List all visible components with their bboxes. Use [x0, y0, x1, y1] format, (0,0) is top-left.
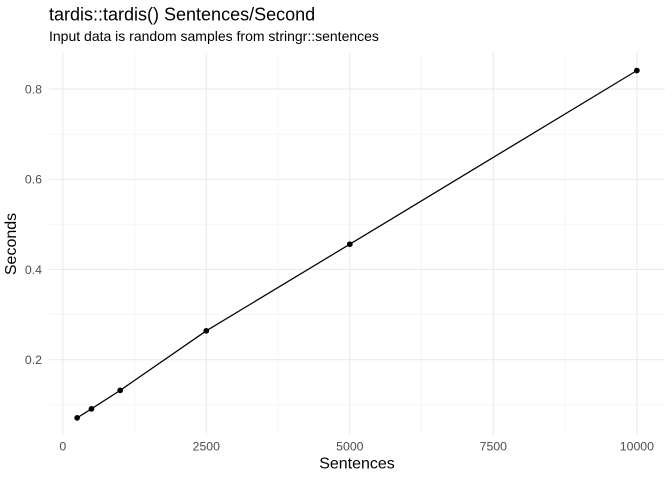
chart-title: tardis::tardis() Sentences/Second — [49, 5, 315, 25]
y-tick-label: 0.4 — [25, 263, 42, 277]
y-tick-label: 0.8 — [25, 82, 42, 96]
x-tick-label: 0 — [59, 440, 66, 454]
x-axis-title: Sentences — [319, 456, 395, 473]
y-axis-title: Seconds — [3, 213, 20, 275]
chart-subtitle: Input data is random samples from string… — [49, 28, 379, 44]
axis-tick-labels: 0 2500 5000 7500 10000 0.2 0.4 0.6 0.8 — [25, 82, 654, 453]
y-tick-label: 0.2 — [25, 353, 42, 367]
minor-gridlines — [49, 52, 665, 435]
data-point — [74, 415, 80, 421]
data-point — [117, 387, 124, 394]
x-tick-label: 10000 — [620, 440, 654, 454]
data-point — [634, 67, 640, 74]
x-tick-label: 2500 — [193, 440, 221, 454]
data-point — [346, 241, 353, 248]
series-line — [76, 70, 638, 419]
y-tick-label: 0.6 — [25, 173, 42, 187]
data-point — [88, 405, 95, 412]
x-tick-label: 5000 — [336, 440, 364, 454]
major-gridlines — [49, 52, 665, 435]
x-tick-label: 7500 — [480, 440, 508, 454]
data-point — [203, 327, 210, 334]
data-series — [74, 67, 640, 421]
